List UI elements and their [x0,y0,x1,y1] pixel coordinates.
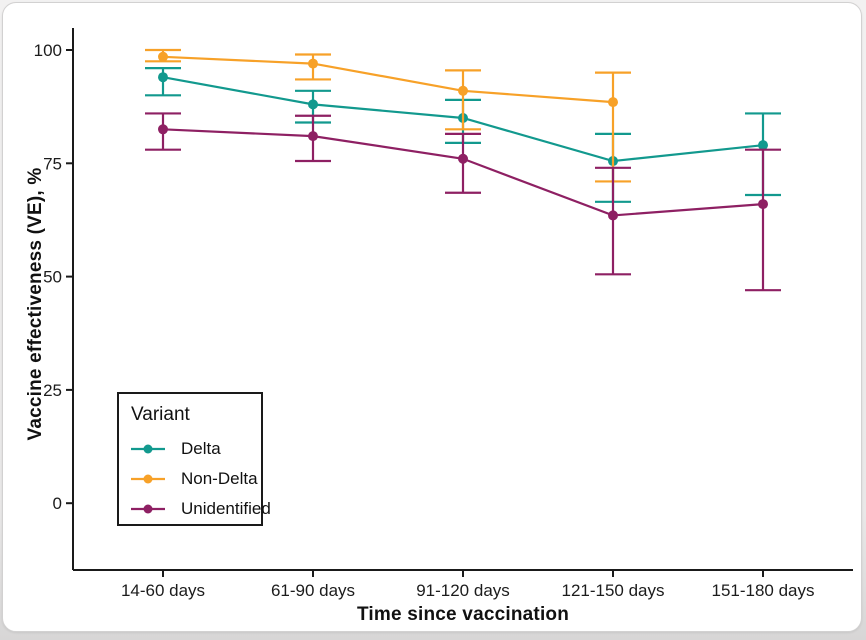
y-tick-label: 50 [43,268,62,287]
y-tick-label: 25 [43,381,62,400]
legend-label-non-delta: Non-Delta [181,469,258,488]
data-point-non-delta [458,85,468,96]
legend: Variant Delta Non-Delta Unidentified [117,392,271,526]
legend-items: Delta Non-Delta Unidentified [131,434,271,524]
figure-card: 0 25 50 75 100 14-60 days 61-90 days 91-120 day… [2,2,862,632]
series-line-non-delta [162,55,614,104]
data-point-non-delta [608,97,618,108]
legend-key-icon-delta [131,444,165,454]
legend-item-unidentified: Unidentified [131,494,271,524]
legend-title: Variant [131,404,190,425]
x-tick-label: 151-180 days [711,581,814,600]
y-tick-label: 100 [34,41,62,60]
legend-label-unidentified: Unidentified [181,499,271,518]
legend-key-icon-unidentified [131,504,165,514]
data-point-unidentified [158,124,168,135]
y-axis-title: Vaccine effectiveness (VE), % [25,167,46,441]
legend-item-delta: Delta [131,434,261,464]
data-point-non-delta [158,51,168,62]
y-tick-label: 0 [53,494,62,513]
y-tick-label: 75 [43,154,62,173]
data-point-unidentified [758,199,768,210]
legend-item-non-delta: Non-Delta [131,464,261,494]
data-point-non-delta [308,58,318,69]
data-point-delta [308,99,318,110]
x-tick-label: 91-120 days [416,581,510,600]
legend-key-icon-non-delta [131,474,165,484]
x-tick-label: 61-90 days [271,581,355,600]
data-point-delta [758,140,768,151]
data-point-unidentified [608,210,618,221]
x-axis-title: Time since vaccination [356,604,570,625]
data-point-delta [158,72,168,83]
data-point-unidentified [308,131,318,142]
data-point-unidentified [458,153,468,164]
x-tick-label: 14-60 days [121,581,205,600]
legend-label-delta: Delta [181,439,221,458]
x-tick-label: 121-150 days [561,581,664,600]
